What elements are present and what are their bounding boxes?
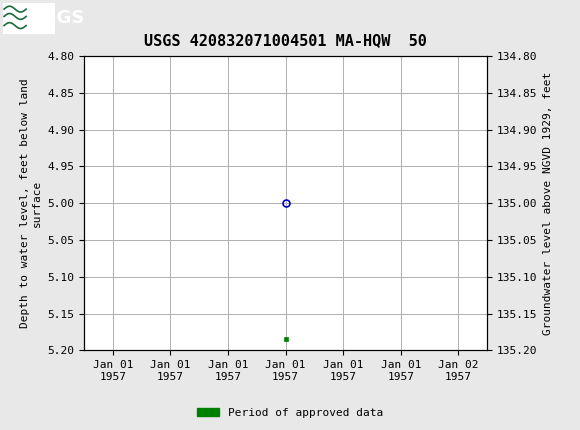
Title: USGS 420832071004501 MA-HQW  50: USGS 420832071004501 MA-HQW 50: [144, 33, 427, 48]
Bar: [3, 3, 55, 34]
Text: USGS: USGS: [29, 9, 84, 27]
Y-axis label: Groundwater level above NGVD 1929, feet: Groundwater level above NGVD 1929, feet: [543, 71, 553, 335]
Y-axis label: Depth to water level, feet below land
surface: Depth to water level, feet below land su…: [20, 78, 42, 328]
Legend: Period of approved data: Period of approved data: [193, 403, 387, 422]
